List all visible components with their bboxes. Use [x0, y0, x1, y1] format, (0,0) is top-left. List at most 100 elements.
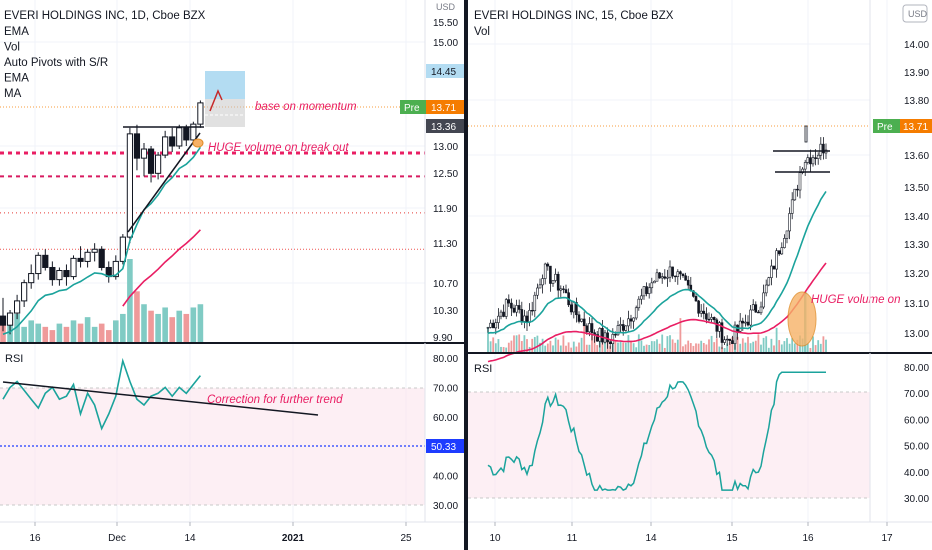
candle	[42, 249, 49, 271]
price-tick-label: 15.50	[433, 18, 458, 29]
candle	[176, 124, 183, 150]
candle	[549, 265, 552, 292]
time-tick-label: 25	[400, 533, 412, 544]
rsi-tick-label: 70.00	[904, 389, 929, 400]
rsi-value-tag: 50.33	[426, 439, 464, 453]
rsi-label: RSI	[474, 363, 492, 375]
candle	[0, 297, 7, 332]
volume-bar	[715, 338, 718, 352]
right-chart-title: EVERI HOLDINGS INC, 15, Cboe BZX	[474, 10, 674, 22]
volume-bar	[744, 342, 747, 352]
volume-bar	[702, 342, 705, 352]
volume-bar	[489, 341, 492, 352]
candle	[770, 259, 773, 286]
volume-bar	[780, 344, 783, 352]
volume-bar	[601, 343, 604, 352]
volume-bar	[510, 340, 513, 352]
time-tick-label: 16	[802, 533, 814, 544]
volume-bar	[656, 339, 658, 352]
candle	[582, 311, 586, 327]
candle	[543, 262, 547, 285]
candle	[785, 230, 789, 244]
time-tick-label: 17	[881, 533, 893, 544]
volume-bar	[718, 346, 721, 352]
time-axis[interactable]: 16 Dec 14 2021 25	[29, 522, 412, 544]
candle	[660, 272, 664, 284]
rsi-tick-label: 80.00	[433, 354, 458, 365]
pane-divider[interactable]	[464, 0, 468, 550]
volume-bar	[134, 291, 140, 343]
candle	[140, 142, 148, 177]
volume-bar	[752, 341, 755, 352]
price-tick-label: 13.50	[904, 183, 929, 194]
drawings: base on momentum HUGE volume on break ou…	[123, 71, 357, 233]
intraday-chart[interactable]: HUGE volume on EVERI HOLDINGS INC, 15, C…	[468, 0, 932, 550]
candle	[775, 248, 778, 278]
volume-bar	[747, 336, 749, 352]
volume-bar	[578, 342, 580, 352]
candle	[749, 304, 752, 331]
candle	[569, 300, 573, 315]
candle	[640, 288, 643, 305]
volume-bar	[663, 347, 666, 352]
candle	[49, 261, 56, 286]
volume-bar	[630, 341, 632, 352]
rsi-tick-label: 40.00	[904, 468, 929, 479]
price-tick-label: 9.90	[433, 333, 453, 344]
svg-text:Pre: Pre	[877, 122, 893, 133]
candle	[804, 125, 808, 143]
huge-volume-marker	[787, 291, 817, 347]
candle	[489, 319, 492, 329]
volume-bar	[190, 307, 197, 343]
currency-button[interactable]: USD	[902, 4, 928, 23]
volume-bar	[505, 347, 508, 352]
candle	[634, 305, 638, 321]
daily-chart[interactable]: base on momentum HUGE volume on break ou…	[0, 0, 464, 550]
price-tick-label: 15.00	[433, 38, 458, 49]
volume-bar	[783, 341, 786, 352]
volume-bar	[731, 336, 734, 352]
candle	[780, 242, 784, 255]
volume-bar	[614, 340, 617, 352]
volume-bar	[549, 340, 552, 352]
candle	[676, 269, 680, 285]
candle	[575, 297, 578, 323]
candle	[35, 252, 42, 280]
volume-bar	[643, 345, 645, 352]
volume-bar	[120, 313, 126, 343]
volume-bar	[754, 340, 757, 352]
price-tick-label: 13.20	[904, 269, 929, 280]
candle	[627, 310, 630, 333]
candle	[793, 188, 797, 201]
volume-bar	[105, 330, 112, 343]
time-tick-label: 14	[645, 533, 657, 544]
candle	[733, 321, 737, 350]
ma-line	[122, 229, 201, 307]
candle	[796, 184, 799, 197]
price-axis[interactable]: 15.50 15.00 13.00 12.50 11.90 11.30 10.70 10.30…	[433, 18, 458, 344]
price-axis[interactable]: 14.00 13.90 13.80 13.60 13.50 13.40 13.30 13.20…	[904, 40, 929, 340]
volume-bar	[35, 323, 42, 343]
candle	[14, 294, 21, 320]
candle	[718, 320, 721, 338]
candle	[619, 317, 622, 333]
candle	[731, 335, 734, 345]
volume-bar	[697, 343, 700, 352]
annotation-rsi-correction: Correction for further trend	[207, 394, 343, 406]
candle	[788, 207, 791, 240]
candle	[705, 307, 708, 324]
candle	[759, 301, 763, 315]
candle	[723, 336, 726, 345]
candle	[720, 318, 724, 350]
time-axis[interactable]: 10 11 14 15 16 17	[489, 522, 893, 544]
candle	[546, 262, 550, 271]
candle	[601, 319, 604, 345]
candle	[744, 314, 747, 327]
volume-bar	[494, 343, 497, 352]
svg-text:50.33: 50.33	[431, 442, 456, 453]
volume-bar	[559, 345, 562, 352]
candle	[91, 243, 98, 262]
volume-bar	[28, 320, 34, 343]
candle	[668, 260, 672, 283]
candle	[666, 269, 669, 287]
